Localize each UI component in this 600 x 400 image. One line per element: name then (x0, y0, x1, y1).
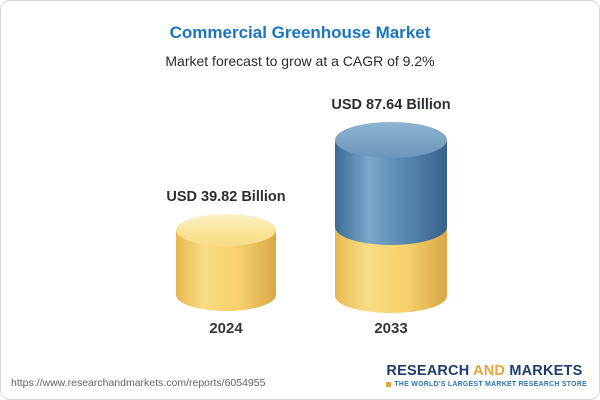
logo-word-and: AND (473, 363, 506, 379)
bar-2033-top-cap (335, 122, 447, 158)
bar-value-label-2024: USD 39.82 Billion (166, 189, 286, 205)
chart-title: Commercial Greenhouse Market (169, 23, 431, 42)
bar-2024-cylinder (176, 214, 276, 311)
logo-tagline-text: THE WORLD'S LARGEST MARKET RESEARCH STOR… (394, 381, 587, 388)
bar-2033-cylinder (335, 122, 447, 313)
logo-word-research: RESEARCH (386, 363, 470, 379)
axis-label-2024: 2024 (209, 320, 243, 337)
logo-word-markets: MARKETS (509, 363, 583, 379)
logo-wordmark: RESEARCH AND MARKETS (386, 363, 587, 379)
axis-label-2033: 2033 (374, 320, 408, 337)
logo-tagline: THE WORLD'S LARGEST MARKET RESEARCH STOR… (386, 381, 587, 388)
research-and-markets-logo: RESEARCH AND MARKETS THE WORLD'S LARGEST… (386, 363, 587, 388)
report-url: https://www.researchandmarkets.com/repor… (11, 377, 266, 389)
gold-square-icon (386, 382, 392, 387)
chart-subtitle: Market forecast to grow at a CAGR of 9.2… (165, 53, 435, 69)
bar-2024-top-cap (176, 214, 276, 246)
bar-value-label-2033: USD 87.64 Billion (331, 97, 451, 113)
